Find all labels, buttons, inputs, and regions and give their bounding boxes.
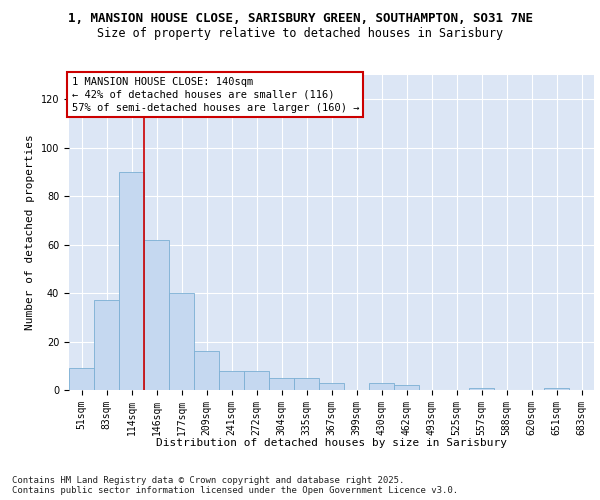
Bar	[219, 370, 244, 390]
X-axis label: Distribution of detached houses by size in Sarisbury: Distribution of detached houses by size …	[156, 438, 507, 448]
Bar	[369, 382, 394, 390]
Y-axis label: Number of detached properties: Number of detached properties	[25, 134, 35, 330]
Bar	[544, 388, 569, 390]
Bar	[169, 293, 194, 390]
Text: Size of property relative to detached houses in Sarisbury: Size of property relative to detached ho…	[97, 28, 503, 40]
Bar	[294, 378, 319, 390]
Bar	[469, 388, 494, 390]
Bar	[119, 172, 144, 390]
Bar	[94, 300, 119, 390]
Text: Contains HM Land Registry data © Crown copyright and database right 2025.
Contai: Contains HM Land Registry data © Crown c…	[12, 476, 458, 495]
Bar	[144, 240, 169, 390]
Bar	[394, 385, 419, 390]
Bar	[69, 368, 94, 390]
Bar	[319, 382, 344, 390]
Text: 1, MANSION HOUSE CLOSE, SARISBURY GREEN, SOUTHAMPTON, SO31 7NE: 1, MANSION HOUSE CLOSE, SARISBURY GREEN,…	[67, 12, 533, 26]
Text: 1 MANSION HOUSE CLOSE: 140sqm
← 42% of detached houses are smaller (116)
57% of : 1 MANSION HOUSE CLOSE: 140sqm ← 42% of d…	[71, 76, 359, 113]
Bar	[194, 351, 219, 390]
Bar	[269, 378, 294, 390]
Bar	[244, 370, 269, 390]
